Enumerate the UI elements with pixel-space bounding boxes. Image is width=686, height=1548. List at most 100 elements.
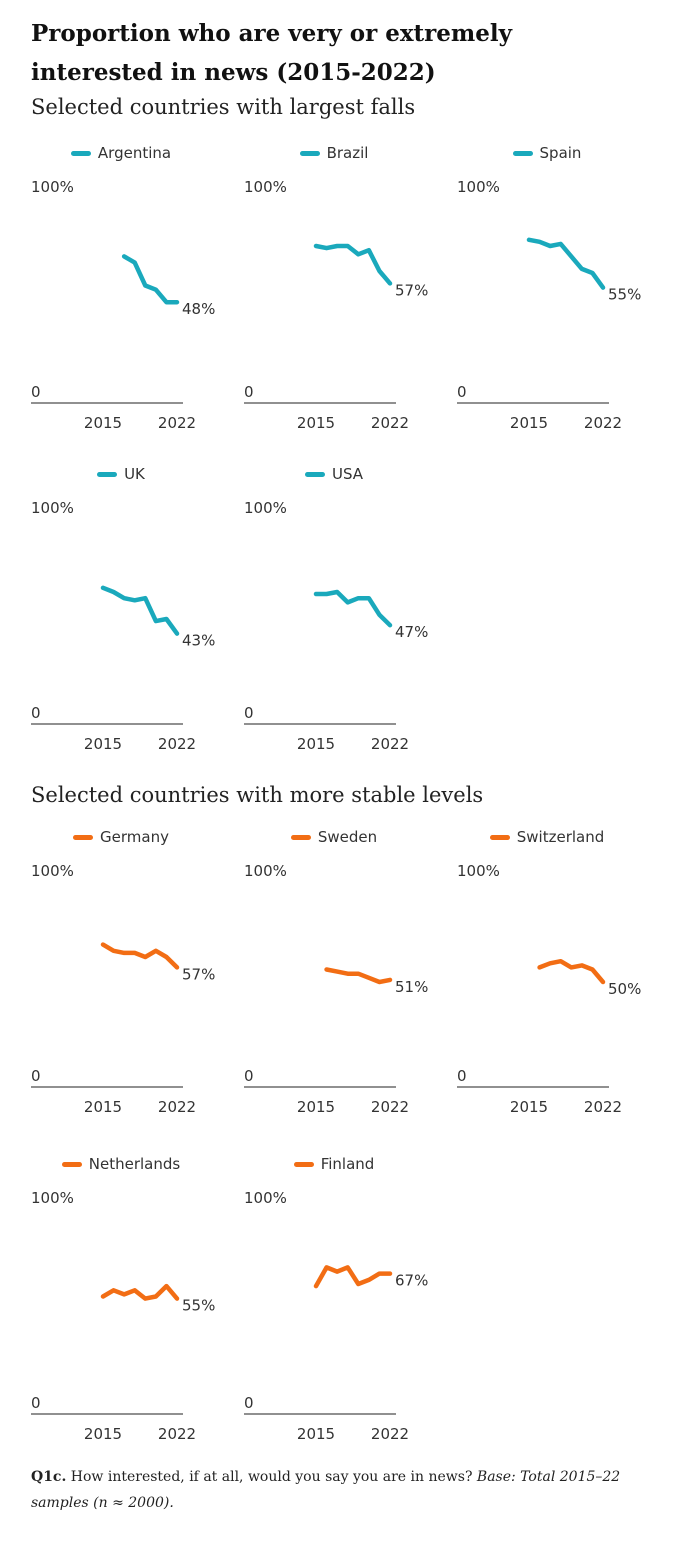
plot-switzerland: 100% 0 2015 2022 50% xyxy=(457,862,641,1116)
section-heading-stable: Selected countries with more stable leve… xyxy=(31,783,484,807)
x-tick-label-start: 2015 xyxy=(297,1098,335,1116)
x-tick-label-end: 2022 xyxy=(158,414,196,432)
plot-brazil: 100% 0 2015 2022 57% xyxy=(244,178,428,432)
y-tick-label-top: 100% xyxy=(244,862,287,880)
legend-label: Brazil xyxy=(326,144,369,162)
panel-argentina: Argentina 100% 0 2015 2022 48% xyxy=(31,142,244,442)
legend-swatch xyxy=(293,1161,314,1167)
x-tick-label-start: 2015 xyxy=(510,1098,548,1116)
legend-label: UK xyxy=(124,465,145,483)
series-line-argentina xyxy=(121,254,180,305)
plot-germany: 100% 0 2015 2022 57% xyxy=(31,862,215,1116)
legend-finland: Finland xyxy=(244,1153,424,1175)
end-value-label: 51% xyxy=(395,978,428,996)
series-line-germany xyxy=(100,942,180,970)
legend-uk: UK xyxy=(31,463,211,485)
y-tick-label-top: 100% xyxy=(31,499,74,517)
y-tick-label-zero: 0 xyxy=(31,1394,41,1412)
x-tick-label-start: 2015 xyxy=(84,1098,122,1116)
y-tick-label-zero: 0 xyxy=(244,383,254,401)
footnote: Q1c. How interested, if at all, would yo… xyxy=(31,1464,641,1516)
panel-switzerland: Switzerland 100% 0 2015 2022 50% xyxy=(457,826,670,1126)
panel-finland: Finland 100% 0 2015 2022 67% xyxy=(244,1153,457,1453)
legend-swatch xyxy=(304,471,325,477)
y-tick-label-zero: 0 xyxy=(244,1067,254,1085)
legend-argentina: Argentina xyxy=(31,142,211,164)
plot-uk: 100% 0 2015 2022 43% xyxy=(31,499,215,753)
legend-swatch xyxy=(70,150,91,156)
y-tick-label-zero: 0 xyxy=(31,1067,41,1085)
legend-switzerland: Switzerland xyxy=(457,826,637,848)
series-line-netherlands xyxy=(100,1283,180,1301)
end-value-label: 57% xyxy=(182,965,215,983)
x-tick-label-end: 2022 xyxy=(584,1098,622,1116)
legend-label: Germany xyxy=(100,828,169,846)
panel-brazil: Brazil 100% 0 2015 2022 57% xyxy=(244,142,457,442)
y-tick-label-top: 100% xyxy=(244,178,287,196)
y-tick-label-zero: 0 xyxy=(457,1067,467,1085)
legend-germany: Germany xyxy=(31,826,211,848)
legend-label: Finland xyxy=(320,1155,375,1173)
x-tick-label-start: 2015 xyxy=(297,414,335,432)
series-line-switzerland xyxy=(537,958,606,985)
x-tick-label-end: 2022 xyxy=(158,1098,196,1116)
y-tick-label-top: 100% xyxy=(31,178,74,196)
legend-swatch xyxy=(61,1161,82,1167)
end-value-label: 47% xyxy=(395,623,428,641)
series-line-finland xyxy=(313,1265,393,1289)
y-tick-label-zero: 0 xyxy=(457,383,467,401)
plot-usa: 100% 0 2015 2022 47% xyxy=(244,499,428,753)
panel-germany: Germany 100% 0 2015 2022 57% xyxy=(31,826,244,1126)
plot-argentina: 100% 0 2015 2022 48% xyxy=(31,178,215,432)
x-tick-label-end: 2022 xyxy=(371,735,409,753)
legend-brazil: Brazil xyxy=(244,142,424,164)
x-tick-label-start: 2015 xyxy=(84,735,122,753)
chart-title: Proportion who are very or extremely int… xyxy=(31,20,513,86)
panel-spain: Spain 100% 0 2015 2022 55% xyxy=(457,142,670,442)
x-tick-label-start: 2015 xyxy=(297,735,335,753)
legend-label: Spain xyxy=(539,144,582,162)
y-tick-label-zero: 0 xyxy=(244,1394,254,1412)
end-value-label: 50% xyxy=(608,980,641,998)
end-value-label: 55% xyxy=(608,286,641,304)
legend-swatch xyxy=(290,834,311,840)
x-tick-label-end: 2022 xyxy=(371,1425,409,1443)
x-tick-label-end: 2022 xyxy=(371,414,409,432)
plot-spain: 100% 0 2015 2022 55% xyxy=(457,178,641,432)
legend-netherlands: Netherlands xyxy=(31,1153,211,1175)
legend-swatch xyxy=(73,834,94,840)
y-tick-label-top: 100% xyxy=(244,499,287,517)
legend-spain: Spain xyxy=(457,142,637,164)
y-tick-label-zero: 0 xyxy=(244,704,254,722)
legend-swatch xyxy=(489,834,510,840)
x-tick-label-end: 2022 xyxy=(371,1098,409,1116)
legend-label: Switzerland xyxy=(516,828,605,846)
end-value-label: 43% xyxy=(182,632,215,650)
panel-sweden: Sweden 100% 0 2015 2022 51% xyxy=(244,826,457,1126)
y-tick-label-top: 100% xyxy=(31,1189,74,1207)
x-tick-label-start: 2015 xyxy=(510,414,548,432)
footnote-question: How interested, if at all, would you say… xyxy=(66,1469,477,1485)
y-tick-label-top: 100% xyxy=(457,862,500,880)
y-tick-label-zero: 0 xyxy=(31,383,41,401)
y-tick-label-top: 100% xyxy=(244,1189,287,1207)
legend-label: USA xyxy=(331,465,364,483)
end-value-label: 48% xyxy=(182,300,215,318)
y-tick-label-top: 100% xyxy=(457,178,500,196)
x-tick-label-end: 2022 xyxy=(158,1425,196,1443)
legend-label: Netherlands xyxy=(88,1155,181,1173)
end-value-label: 55% xyxy=(182,1297,215,1315)
section-heading-falls: Selected countries with largest falls xyxy=(31,95,416,119)
legend-label: Argentina xyxy=(97,144,172,162)
y-tick-label-top: 100% xyxy=(31,862,74,880)
y-tick-label-zero: 0 xyxy=(31,704,41,722)
panel-netherlands: Netherlands 100% 0 2015 2022 55% xyxy=(31,1153,244,1453)
x-tick-label-end: 2022 xyxy=(158,735,196,753)
legend-label: Sweden xyxy=(317,828,378,846)
legend-swatch xyxy=(299,150,320,156)
x-tick-label-end: 2022 xyxy=(584,414,622,432)
x-tick-label-start: 2015 xyxy=(84,1425,122,1443)
plot-sweden: 100% 0 2015 2022 51% xyxy=(244,862,428,1116)
end-value-label: 57% xyxy=(395,281,428,299)
plot-finland: 100% 0 2015 2022 67% xyxy=(244,1189,428,1443)
